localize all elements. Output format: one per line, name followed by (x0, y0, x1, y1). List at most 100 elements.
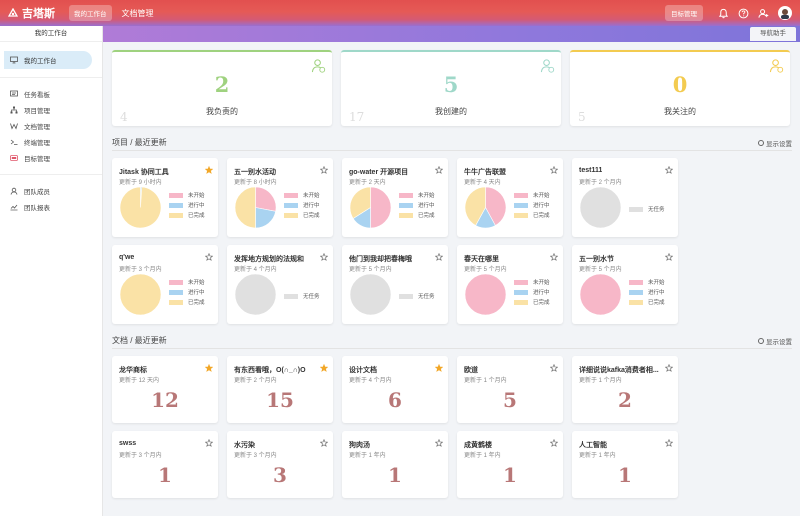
doc-count: 1 (158, 463, 172, 487)
bell-icon[interactable] (718, 8, 729, 19)
doc-card[interactable]: 狗肉汤 更新于 1 年内 1 (342, 431, 448, 498)
tab-workbench[interactable]: 我的工作台 (69, 5, 112, 21)
project-card[interactable]: test111 更新于 2 个月内 无任务 (572, 158, 678, 237)
project-name: Jitask 协同工具 (119, 169, 169, 176)
main-content: 2 我负责的 4 5 我创建的 17 0 我关注的 5 项目 / 最近更新 显示设置 Jitas… (112, 50, 792, 498)
doc-card[interactable]: 详细说说kafka消费者相... 更新于 1 个月内 2 (572, 356, 678, 423)
pie-slice-done (464, 186, 486, 226)
stat-card[interactable]: 5 我创建的 17 (341, 50, 561, 126)
star-outline-icon[interactable] (435, 439, 443, 447)
project-name: 五一别水活动 (234, 169, 276, 176)
projects-display-settings[interactable]: 显示设置 (758, 138, 792, 148)
legend-label: 进行中 (533, 203, 550, 209)
doc-card[interactable]: 成黄鹤楼 更新于 1 年内 1 (457, 431, 563, 498)
sidebar-item-docs[interactable]: 文档管理 (0, 118, 102, 134)
doc-card[interactable]: 人工智能 更新于 1 年内 1 (572, 431, 678, 498)
help-icon[interactable] (738, 8, 749, 19)
doc-updated: 更新于 1 个月内 (579, 378, 622, 384)
docs-grid: 龙华商标 更新于 12 天内 12 有东西看哦，O(∩_∩)O 更新于 2 个月内 15 设… (112, 356, 792, 498)
legend-swatch (399, 192, 413, 198)
sidebar-item-projects[interactable]: 项目管理 (0, 102, 102, 118)
doc-name: 有东西看哦，O(∩_∩)O (234, 367, 306, 374)
project-updated: 更新于 5 个月内 (579, 267, 622, 273)
nav-helper-tab[interactable]: 导航助手 (750, 27, 796, 41)
goal-management-button[interactable]: 目标管理 (665, 5, 703, 21)
star-outline-icon[interactable] (665, 439, 673, 447)
sidebar-item-goals[interactable]: 目标管理 (0, 150, 102, 166)
doc-card[interactable]: 龙华商标 更新于 12 天内 12 (112, 356, 218, 423)
board-icon (10, 90, 18, 97)
legend-item: 进行中 (629, 287, 675, 297)
star-outline-icon[interactable] (205, 253, 213, 261)
docs-display-settings[interactable]: 显示设置 (758, 336, 792, 346)
star-outline-icon[interactable] (550, 253, 558, 261)
pie-slice-doing (255, 207, 277, 229)
project-card[interactable]: go-water 开源项目 更新于 2 天内 未开始 进行中 已完成 (342, 158, 448, 237)
star-filled-icon[interactable] (435, 364, 443, 372)
legend-swatch (514, 212, 528, 218)
doc-updated: 更新于 1 个月内 (464, 378, 507, 384)
docs-section-title: 文档 / 最近更新 (112, 336, 167, 345)
project-name: 春天在哪里 (464, 256, 499, 263)
avatar[interactable] (778, 6, 792, 20)
star-outline-icon[interactable] (320, 253, 328, 261)
star-outline-icon[interactable] (320, 439, 328, 447)
sidebar-item-team-report[interactable]: 团队报表 (0, 199, 102, 215)
add-user-icon[interactable] (758, 8, 769, 19)
doc-card[interactable]: 设计文档 更新于 4 个月内 6 (342, 356, 448, 423)
legend-item: 已完成 (514, 297, 560, 307)
tab-doc-management[interactable]: 文档管理 (121, 8, 154, 18)
star-outline-icon[interactable] (435, 253, 443, 261)
star-outline-icon[interactable] (665, 253, 673, 261)
sidebar-item-terminal[interactable]: 终端管理 (0, 134, 102, 150)
star-outline-icon[interactable] (550, 364, 558, 372)
legend-label: 未开始 (303, 193, 320, 199)
project-card[interactable]: 五一别水节 更新于 5 个月内 未开始 进行中 已完成 (572, 245, 678, 324)
pie-slice-done (349, 186, 371, 219)
progress-pie-chart (119, 186, 162, 229)
project-card[interactable]: q'we 更新于 3 个月内 未开始 进行中 已完成 (112, 245, 218, 324)
stat-card[interactable]: 0 我关注的 5 (570, 50, 790, 126)
sidebar-item-workbench[interactable]: 我的工作台 (4, 51, 92, 69)
star-outline-icon[interactable] (435, 166, 443, 174)
doc-card[interactable]: 欧道 更新于 1 个月内 5 (457, 356, 563, 423)
sidebar-item-task-board[interactable]: 任务看板 (0, 86, 102, 102)
star-outline-icon[interactable] (665, 364, 673, 372)
project-card[interactable]: 牛牛广告联盟 更新于 4 天内 未开始 进行中 已完成 (457, 158, 563, 237)
doc-count: 6 (388, 388, 402, 412)
project-card[interactable]: 春天在哪里 更新于 5 个月内 未开始 进行中 已完成 (457, 245, 563, 324)
star-outline-icon[interactable] (550, 439, 558, 447)
sidebar-item-label: 项目管理 (24, 108, 50, 115)
legend-label: 无任务 (648, 207, 665, 213)
legend-item: 未开始 (284, 190, 330, 200)
project-card[interactable]: 他门到我却把春梅哦 更新于 5 个月内 无任务 (342, 245, 448, 324)
brand-logo[interactable]: 吉塔斯 (8, 5, 55, 21)
stat-card[interactable]: 2 我负责的 4 (112, 50, 332, 126)
pie-slice-done (119, 273, 162, 316)
sub-header-bar: 导航助手 (103, 26, 800, 42)
star-outline-icon[interactable] (550, 166, 558, 174)
sidebar-item-team-members[interactable]: 团队成员 (0, 183, 102, 199)
target-icon (10, 155, 18, 161)
doc-card[interactable]: 有东西看哦，O(∩_∩)O 更新于 2 个月内 15 (227, 356, 333, 423)
project-card[interactable]: 五一别水活动 更新于 8 小时内 未开始 进行中 已完成 (227, 158, 333, 237)
star-outline-icon[interactable] (205, 439, 213, 447)
pie-slice-todo (464, 273, 507, 316)
project-card[interactable]: 发挥地方规划的法规和 更新于 4 个月内 无任务 (227, 245, 333, 324)
brand-name: 吉塔斯 (22, 8, 55, 20)
project-card[interactable]: Jitask 协同工具 更新于 9 小时内 未开始 进行中 已完成 (112, 158, 218, 237)
star-outline-icon[interactable] (665, 166, 673, 174)
legend-label: 进行中 (533, 290, 550, 296)
doc-updated: 更新于 1 年内 (349, 453, 386, 459)
doc-card[interactable]: swss 更新于 3 个月内 1 (112, 431, 218, 498)
legend-swatch (514, 202, 528, 208)
legend-swatch (399, 293, 413, 299)
report-icon (10, 204, 18, 211)
star-outline-icon[interactable] (320, 166, 328, 174)
display-settings-label: 显示设置 (766, 338, 792, 346)
star-filled-icon[interactable] (205, 166, 213, 174)
doc-card[interactable]: 水污染 更新于 3 个月内 3 (227, 431, 333, 498)
project-name: 他门到我却把春梅哦 (349, 256, 412, 263)
star-filled-icon[interactable] (320, 364, 328, 372)
star-filled-icon[interactable] (205, 364, 213, 372)
